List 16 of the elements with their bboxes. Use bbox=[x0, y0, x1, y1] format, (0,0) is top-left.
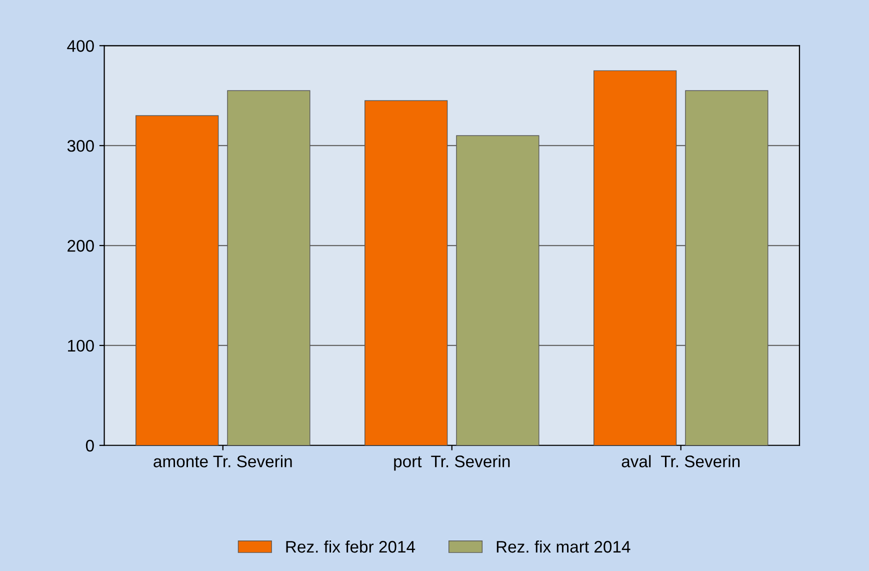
bar bbox=[685, 90, 768, 446]
y-tick-label: 0 bbox=[86, 440, 94, 452]
bar bbox=[456, 135, 540, 446]
bar bbox=[227, 90, 310, 446]
legend-label: Rez. fix febr 2014 bbox=[286, 540, 416, 553]
bar bbox=[364, 100, 448, 446]
y-tick-label: 400 bbox=[67, 40, 94, 52]
y-tick-label: 300 bbox=[67, 140, 94, 152]
bar bbox=[136, 115, 219, 446]
x-tick-label: amonte Tr. Severin bbox=[154, 455, 292, 468]
bar bbox=[594, 70, 677, 446]
x-tick-label: port Tr. Severin bbox=[394, 455, 510, 471]
x-tick-label: aval Tr. Severin bbox=[622, 455, 740, 468]
y-tick-label: 200 bbox=[68, 240, 94, 252]
y-tick-label: 100 bbox=[68, 340, 94, 352]
legend-label: Rez. fix mart 2014 bbox=[496, 540, 630, 553]
